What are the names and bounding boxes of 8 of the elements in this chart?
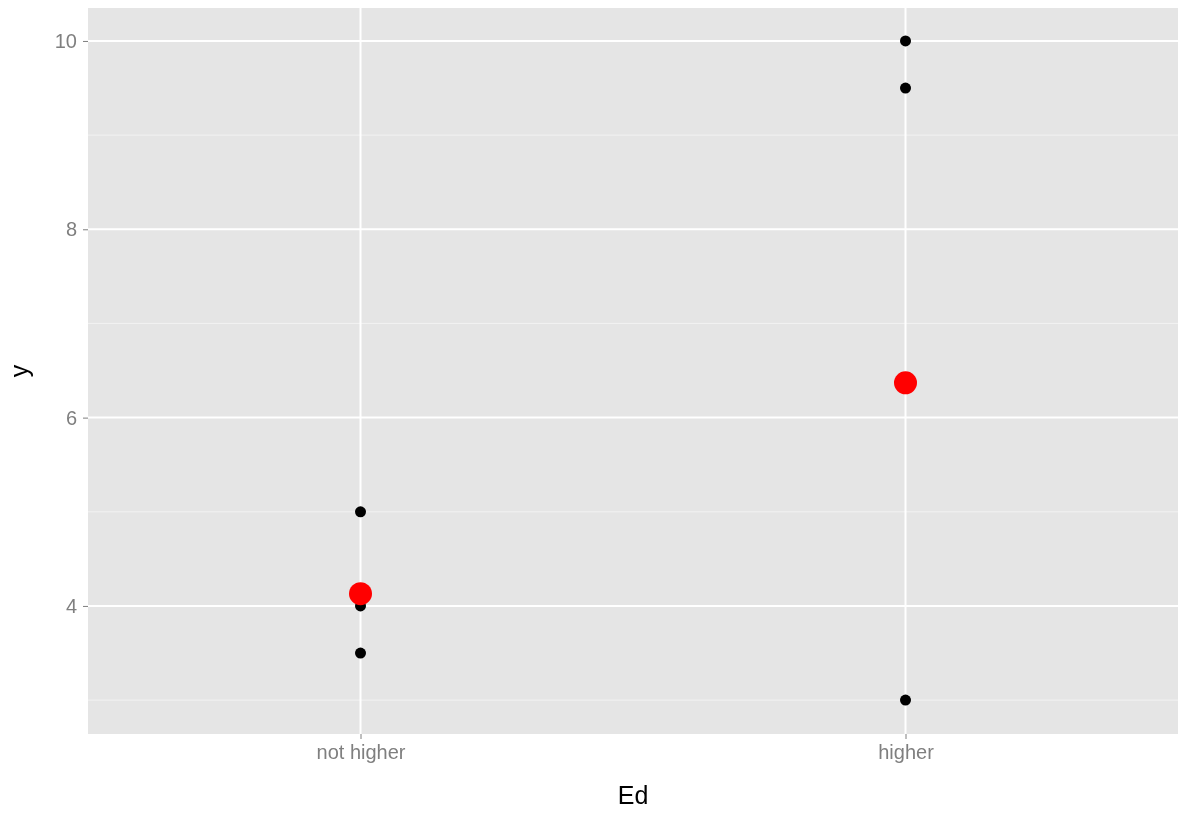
x-tick-label: not higher	[316, 741, 406, 764]
x-tick-label: higher	[878, 741, 935, 764]
y-tick-label: 8	[65, 218, 77, 241]
x-axis-title: Ed	[617, 781, 649, 809]
y-axis-title: y	[5, 364, 33, 378]
y-tick-label: 10	[54, 29, 77, 52]
y-tick-label: 6	[65, 406, 77, 429]
y-tick-label: 4	[65, 594, 77, 617]
